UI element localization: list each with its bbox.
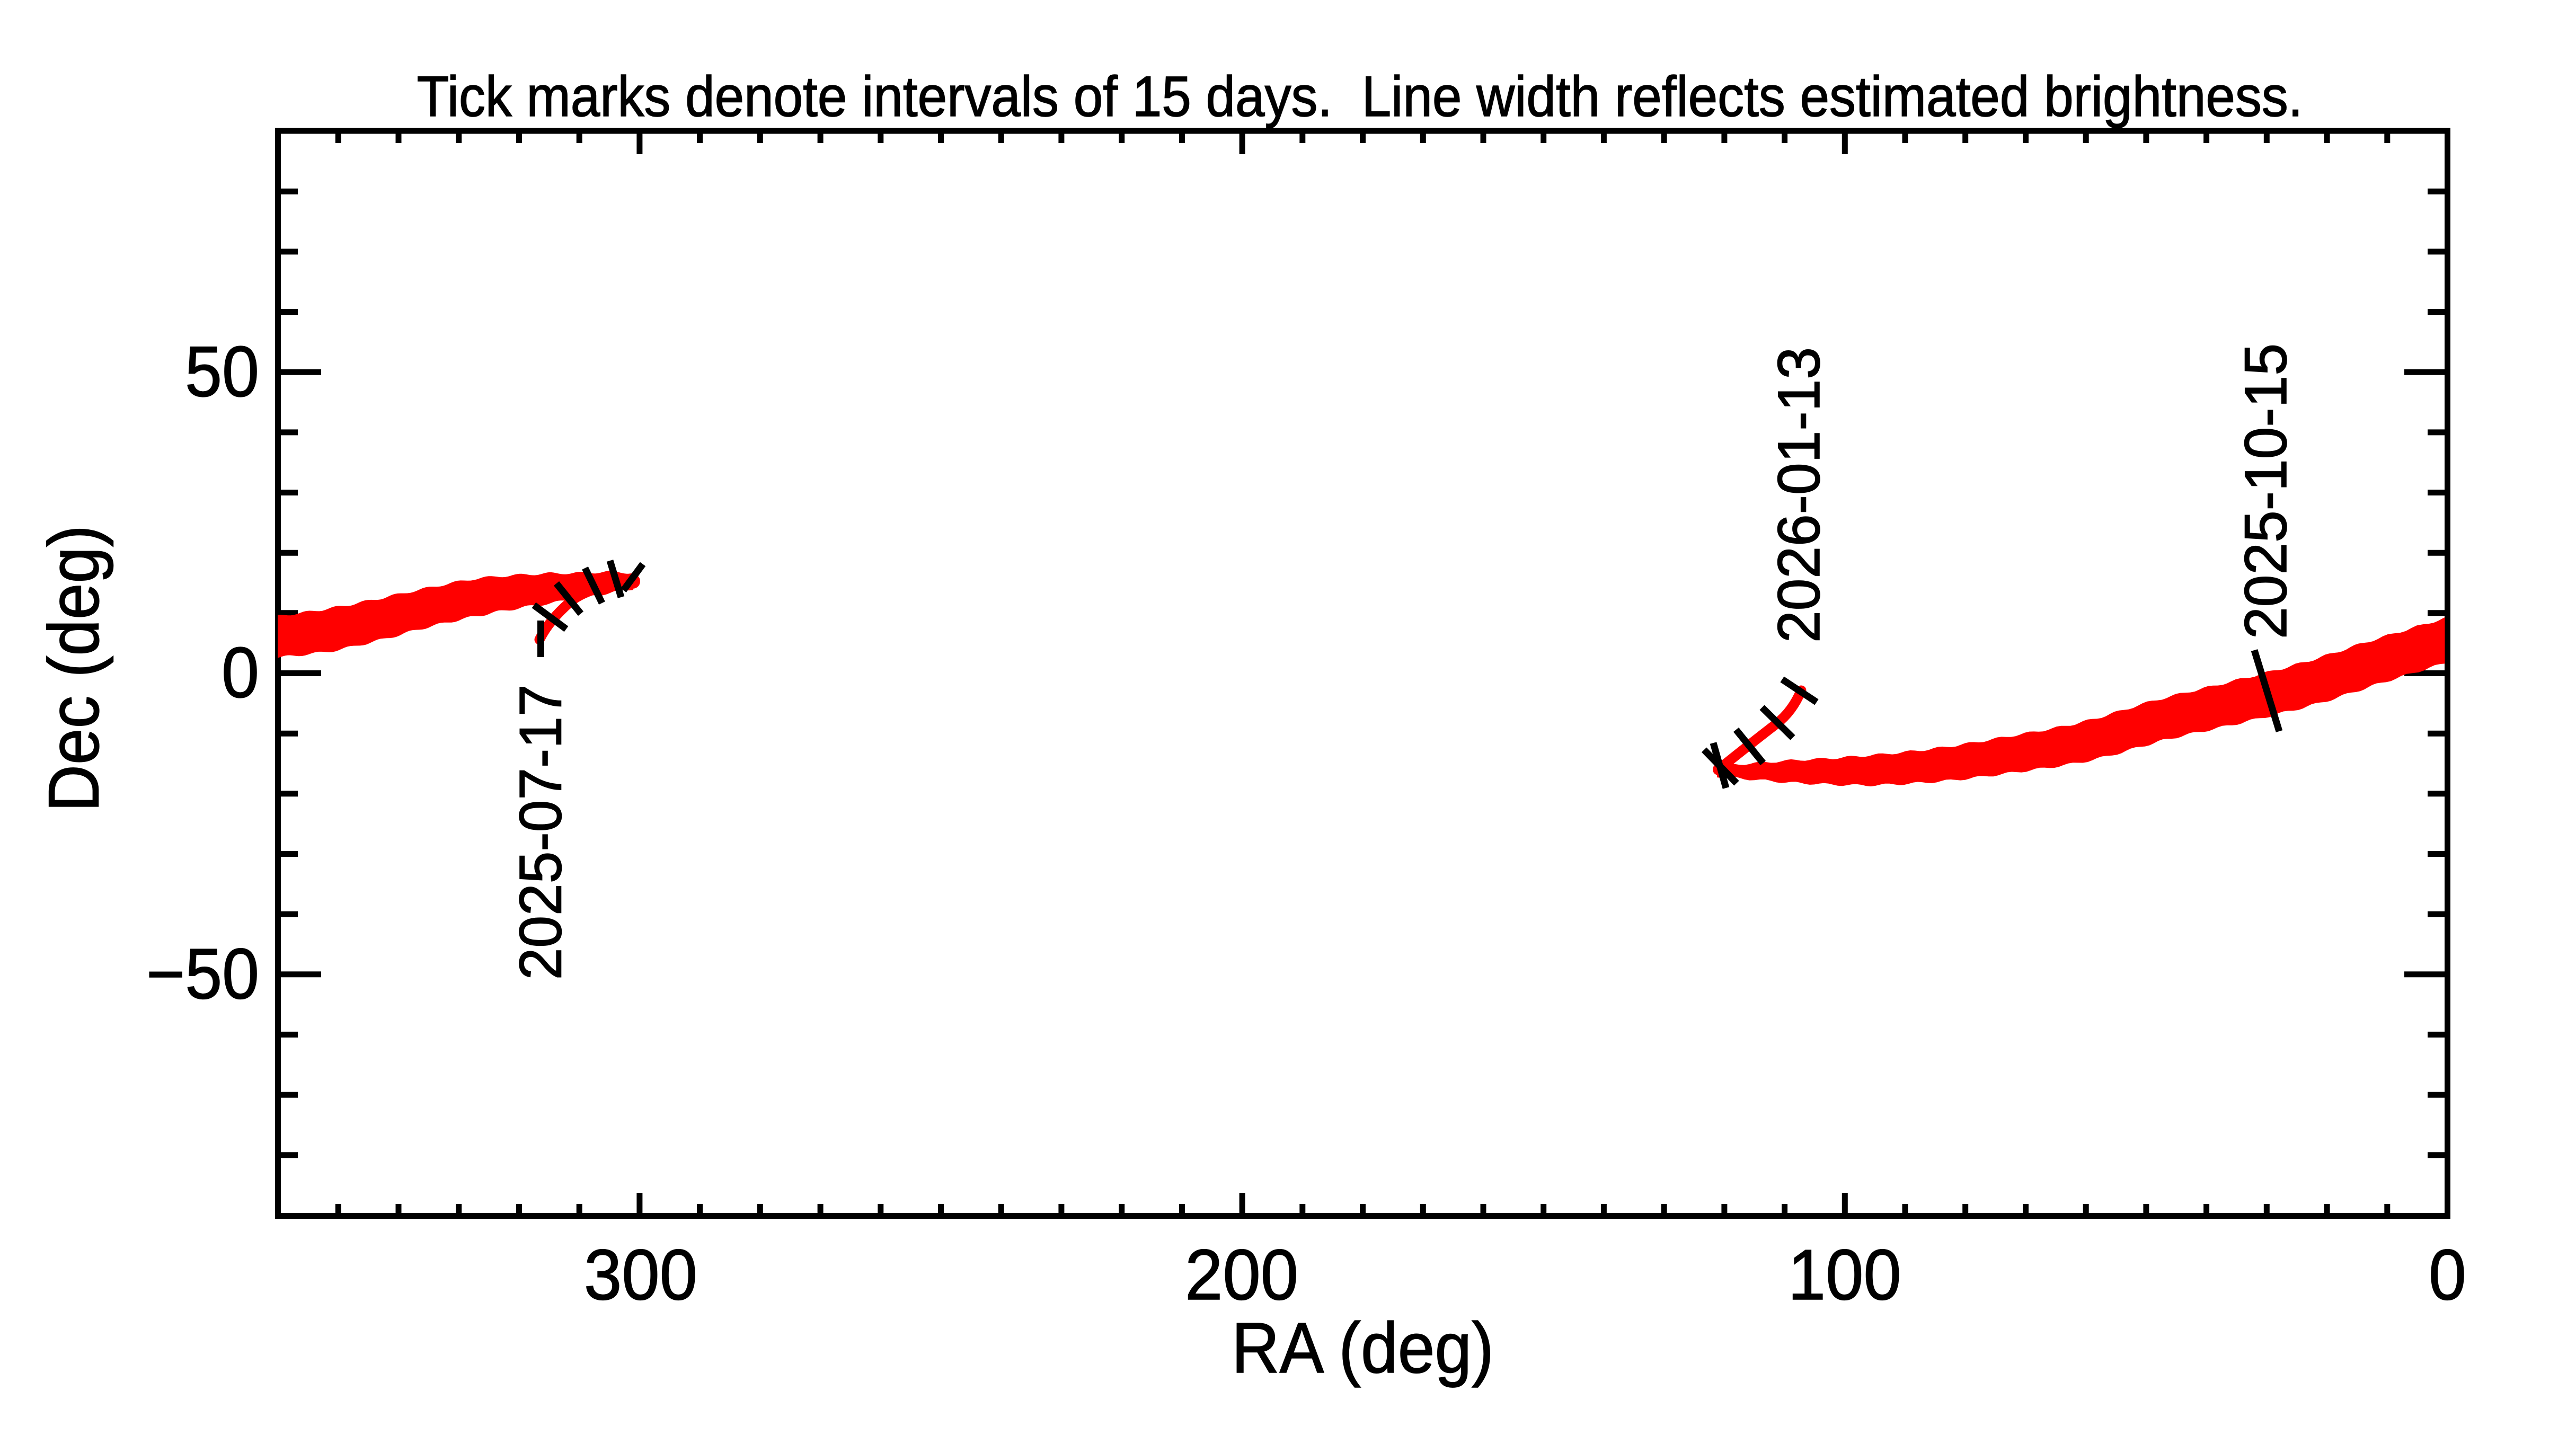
svg-text:2025-07-17: 2025-07-17 <box>508 684 574 980</box>
svg-text:50: 50 <box>185 332 259 412</box>
svg-text:Tick marks denote intervals of: Tick marks denote intervals of 15 days. … <box>417 64 2303 128</box>
svg-text:RA (deg): RA (deg) <box>1232 1308 1494 1388</box>
svg-text:300: 300 <box>584 1235 697 1315</box>
svg-text:2026-01-13: 2026-01-13 <box>1766 347 1832 643</box>
svg-text:−50: −50 <box>146 934 259 1014</box>
svg-text:0: 0 <box>222 633 259 713</box>
svg-text:200: 200 <box>1185 1235 1298 1315</box>
svg-text:0: 0 <box>2429 1235 2466 1315</box>
svg-text:Dec (deg): Dec (deg) <box>34 525 114 812</box>
svg-text:2025-10-15: 2025-10-15 <box>2233 343 2299 639</box>
svg-text:100: 100 <box>1788 1235 1901 1315</box>
